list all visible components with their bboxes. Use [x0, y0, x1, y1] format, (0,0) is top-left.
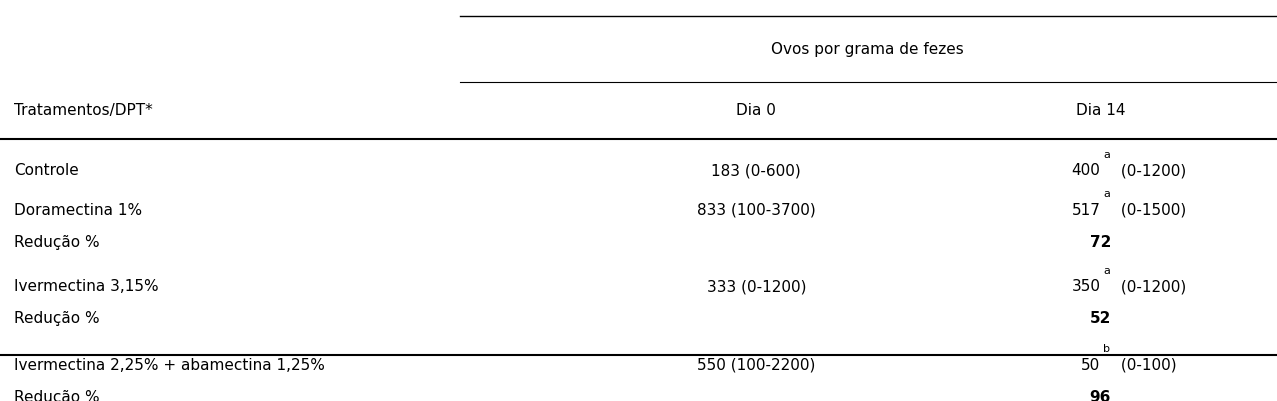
Text: Controle: Controle: [14, 163, 79, 178]
Text: (0-1200): (0-1200): [1116, 163, 1186, 178]
Text: 72: 72: [1089, 235, 1111, 250]
Text: Redução %: Redução %: [14, 390, 100, 401]
Text: 550 (100-2200): 550 (100-2200): [697, 358, 816, 373]
Text: Doramectina 1%: Doramectina 1%: [14, 203, 142, 218]
Text: Redução %: Redução %: [14, 235, 100, 250]
Text: Redução %: Redução %: [14, 312, 100, 326]
Text: 183 (0-600): 183 (0-600): [711, 163, 801, 178]
Text: 833 (100-3700): 833 (100-3700): [697, 203, 816, 218]
Text: 517: 517: [1071, 203, 1101, 218]
Text: (0-1500): (0-1500): [1116, 203, 1186, 218]
Text: a: a: [1103, 189, 1110, 199]
Text: Tratamentos/DPT*: Tratamentos/DPT*: [14, 103, 153, 118]
Text: 96: 96: [1089, 390, 1111, 401]
Text: Ivermectina 3,15%: Ivermectina 3,15%: [14, 279, 158, 294]
Text: (0-1200): (0-1200): [1116, 279, 1186, 294]
Text: Ivermectina 2,25% + abamectina 1,25%: Ivermectina 2,25% + abamectina 1,25%: [14, 358, 326, 373]
Text: 333 (0-1200): 333 (0-1200): [706, 279, 806, 294]
Text: 52: 52: [1089, 312, 1111, 326]
Text: 50: 50: [1082, 358, 1101, 373]
Text: Dia 14: Dia 14: [1075, 103, 1125, 118]
Text: Dia 0: Dia 0: [737, 103, 776, 118]
Text: a: a: [1103, 266, 1110, 276]
Text: 400: 400: [1071, 163, 1101, 178]
Text: a: a: [1103, 150, 1110, 160]
Text: b: b: [1103, 344, 1110, 354]
Text: Ovos por grama de fezes: Ovos por grama de fezes: [771, 42, 964, 57]
Text: (0-100): (0-100): [1116, 358, 1176, 373]
Text: 350: 350: [1071, 279, 1101, 294]
